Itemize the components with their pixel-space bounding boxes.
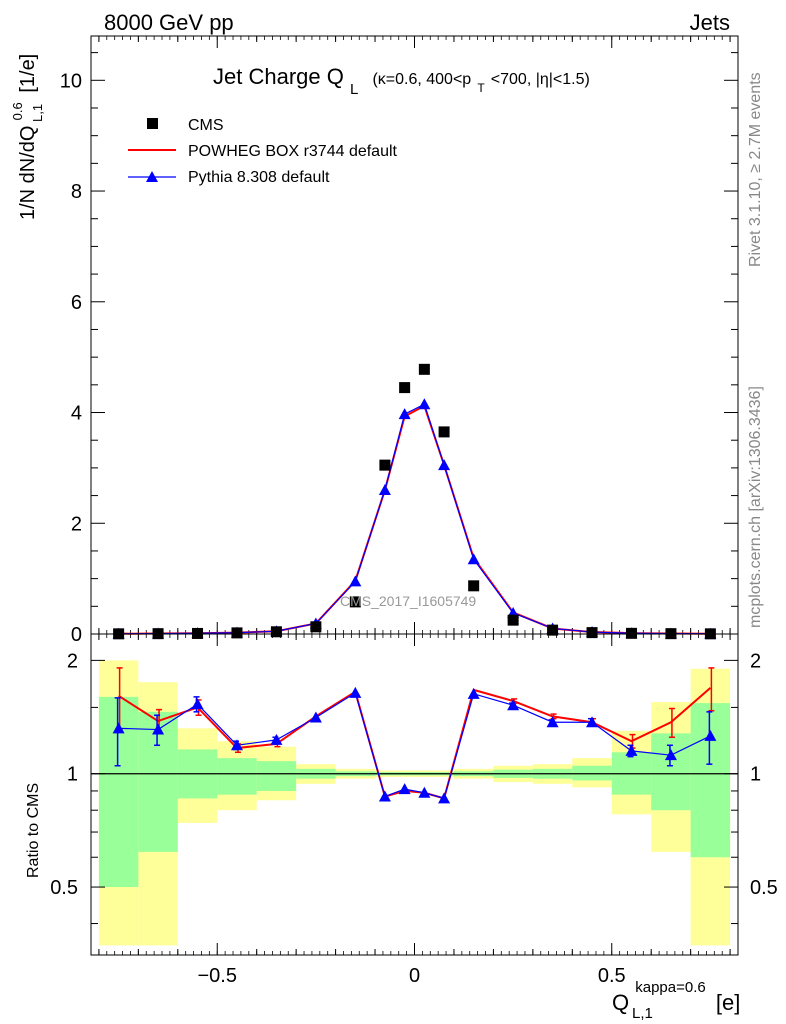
legend-powheg-label: POWHEG BOX r3744 default [188,143,398,160]
ratio-y-tick-label: 2 [67,650,78,672]
plot-title: Jet Charge Q L (κ=0.6, 400<p T <700, |η|… [213,64,590,99]
pythia-marker [418,398,431,410]
cms-data-point [399,382,411,394]
ratio-y-tick-label-right: 2 [750,650,761,672]
ratio-panel: −0.5 0 0.5 0.5 0.5 1 1 2 2 [50,633,778,987]
cms-data-point [468,580,480,592]
x-axis-label-sub: L,1 [632,1005,653,1022]
x-axis-label-main: Q [612,990,629,1015]
ratio-pythia-marker [112,722,125,734]
ratio-pythia-marker [270,733,283,745]
ratio-pythia-marker [546,716,559,728]
cms-data-point [192,627,204,639]
cms-data-point [438,426,450,438]
ratio-y-tick-label: 0.5 [50,877,78,899]
ratio-pythia-marker [625,744,638,756]
plot-title-extra-sub: T [477,81,485,95]
rivet-label: Rivet 3.1.10, ≥ 2.7M events [747,72,764,267]
band-green-bin [651,733,691,811]
plot-title-main: Jet Charge Q [213,64,344,89]
energy-label: 8000 GeV pp [104,10,234,35]
x-axis-label: Q kappa=0.6 [e] L,1 [612,972,746,1022]
x-tick-label: 0 [409,965,420,987]
ratio-powheg-line [118,687,712,800]
pythia-marker [398,408,411,420]
ratio-pythia-marker [664,749,677,761]
cms-data-point [349,596,361,608]
pythia-marker [438,459,451,471]
legend: CMS POWHEG BOX r3744 default Pythia 8.30… [128,117,398,186]
pythia-marker [349,575,362,587]
band-green-bin [256,761,297,791]
ratio-pythia-marker [418,786,431,798]
ratio-pythia-marker [586,716,599,728]
pythia-line [118,403,711,635]
main-ylabel: 1/N dN/dQ L,1 0.6 [1/e] [5,54,47,220]
process-label: Jets [690,10,730,35]
plot-title-extra: (κ=0.6, 400<p [372,71,471,88]
main-ylabel-sup: 0.6 [10,102,25,120]
y-tick-label: 2 [71,513,82,535]
ratio-pythia-line [118,691,711,800]
ratio-pythia-marker [467,687,480,699]
cms-data-point [231,627,243,639]
x-tick-label: −0.5 [198,965,237,987]
main-ylabel-unit: [1/e] [17,54,39,93]
pythia-marker [378,484,391,496]
band-green-bin [572,765,612,781]
cms-data-point [418,363,430,375]
plot-title-extra-tail: <700, |η|<1.5) [491,71,590,88]
plot-title-sub: L [350,81,358,98]
x-axis-label-sup: kappa=0.6 [635,979,705,996]
cms-data-point [507,614,519,626]
legend-pythia-marker [146,171,158,182]
ratio-pythia-marker [230,739,243,751]
legend-cms-label: CMS [188,117,224,134]
ratio-y-tick-label-right: 1 [750,764,761,786]
x-axis-label-unit: [e] [716,990,740,1015]
x-tick-label: 0.5 [598,965,626,987]
y-tick-label: 0 [71,624,82,646]
ratio-pythia-marker [378,790,391,802]
ratio-frame [90,633,739,956]
cms-data-point [547,624,559,636]
y-tick-label: 10 [60,70,82,92]
ratio-y-tick-label: 1 [67,764,78,786]
cms-data-point [379,459,391,471]
ratio-y-tick-label-right: 0.5 [750,877,778,899]
ratio-pythia-marker [507,699,520,711]
ratio-pythia-marker [704,729,717,741]
pythia-marker [467,553,480,565]
y-tick-label: 6 [71,292,82,314]
cms-data-point [586,627,598,639]
ratio-pythia-marker [191,698,204,710]
ratio-ylabel: Ratio to CMS [25,783,42,878]
ratio-pythia-marker [309,711,322,723]
mcplots-label: mcplots.cern.ch [arXiv:1306.3436] [747,386,764,628]
band-green-bin [690,703,731,858]
ratio-pythia-marker [398,783,411,795]
ratio-pythia-marker [152,723,165,735]
legend-cms-marker [147,118,158,129]
ratio-pythia-marker [349,686,362,698]
band-green-bin [138,711,178,852]
main-ylabel-text: 1/N dN/dQ [17,126,39,220]
ratio-pythia-marker [438,792,451,804]
y-tick-label: 8 [71,181,82,203]
legend-pythia-label: Pythia 8.308 default [188,169,330,186]
cms-data-point [625,627,637,639]
band-green-bin [217,758,257,795]
main-ylabel-sub: L,1 [30,104,45,122]
watermark: CMS_2017_I1605749 [340,593,476,609]
cms-data-point [270,626,282,638]
y-tick-label: 4 [71,403,82,425]
cms-data-point [310,621,322,633]
